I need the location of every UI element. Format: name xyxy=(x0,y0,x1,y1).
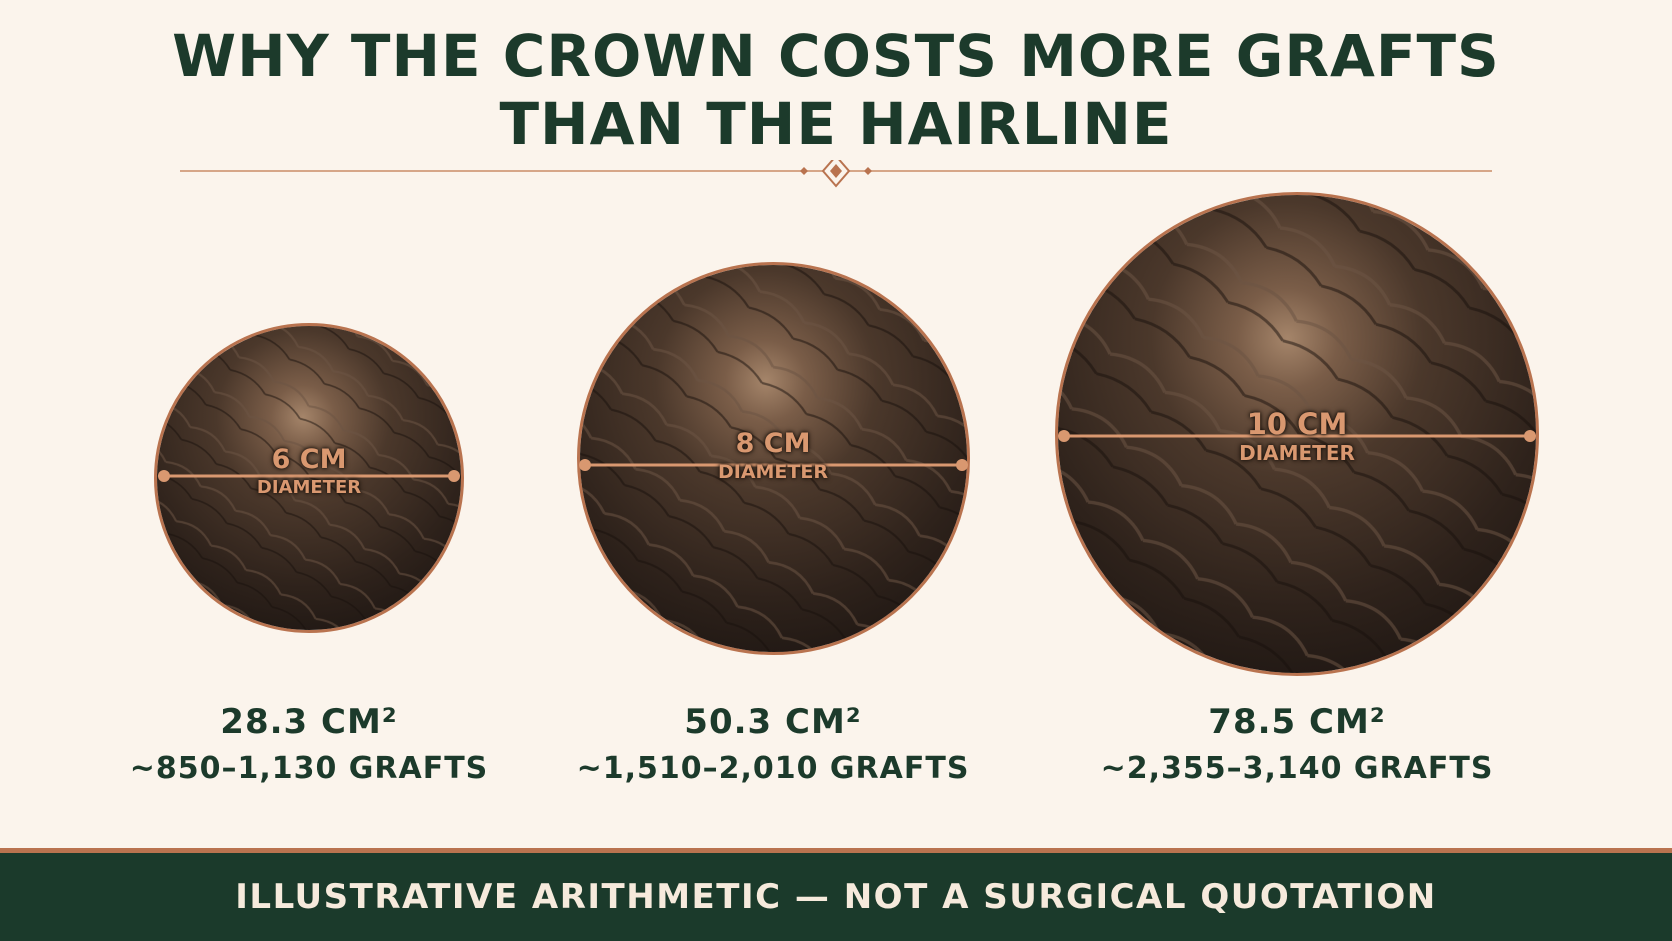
diameter-endpoint-icon xyxy=(158,470,170,482)
footer-accent-line xyxy=(0,848,1672,853)
diameter-line-large xyxy=(1058,430,1536,442)
hair-texture xyxy=(580,265,967,652)
diameter-label-large: 10 CM DIAMETER xyxy=(1197,407,1397,465)
area-value: 78.5 CM² xyxy=(1208,702,1386,742)
crown-stats-large: 78.5 CM² ~2,355–3,140 GRAFTS xyxy=(1097,700,1497,794)
crown-stats-small: 28.3 CM² ~850–1,130 GRAFTS xyxy=(109,700,509,794)
footer-banner: ILLUSTRATIVE ARITHMETIC — NOT A SURGICAL… xyxy=(0,853,1672,941)
crown-circle-small xyxy=(154,323,464,633)
diamond-ornament-icon xyxy=(800,160,872,188)
diameter-value: 6 CM xyxy=(271,444,347,475)
hair-texture xyxy=(157,326,461,630)
diameter-label-small: 6 CM DIAMETER xyxy=(209,444,409,500)
diameter-caption: DIAMETER xyxy=(1239,441,1355,465)
grafts-range: ~2,355–3,140 GRAFTS xyxy=(1100,751,1494,786)
diameter-endpoint-icon xyxy=(1058,430,1070,442)
grafts-range: ~850–1,130 GRAFTS xyxy=(129,751,489,786)
diameter-endpoint-icon xyxy=(1524,430,1536,442)
area-value: 28.3 CM² xyxy=(220,702,398,742)
diameter-line-medium xyxy=(579,459,968,471)
diameter-caption: DIAMETER xyxy=(717,461,828,483)
diameter-endpoint-icon xyxy=(956,459,968,471)
crown-stats-medium: 50.3 CM² ~1,510–2,010 GRAFTS xyxy=(573,700,973,794)
diameter-endpoint-icon xyxy=(448,470,460,482)
diameter-value: 8 CM xyxy=(735,428,811,459)
hair-texture xyxy=(1058,195,1536,673)
grafts-range: ~1,510–2,010 GRAFTS xyxy=(576,751,970,786)
title-line-2: THAN THE HAIRLINE xyxy=(499,90,1173,158)
diameter-caption: DIAMETER xyxy=(256,477,362,498)
diameter-value: 10 CM xyxy=(1246,407,1348,441)
page-title: WHY THE CROWN COSTS MORE GRAFTS THAN THE… xyxy=(0,22,1672,158)
crown-circle-large xyxy=(1055,192,1539,676)
title-line-1: WHY THE CROWN COSTS MORE GRAFTS xyxy=(172,22,1500,90)
ornamental-divider xyxy=(180,160,1492,188)
crown-circle-medium xyxy=(577,262,970,655)
diameter-endpoint-icon xyxy=(579,459,591,471)
area-value: 50.3 CM² xyxy=(684,702,862,742)
diameter-label-medium: 8 CM DIAMETER xyxy=(673,428,873,484)
diameter-line-small xyxy=(158,470,460,482)
